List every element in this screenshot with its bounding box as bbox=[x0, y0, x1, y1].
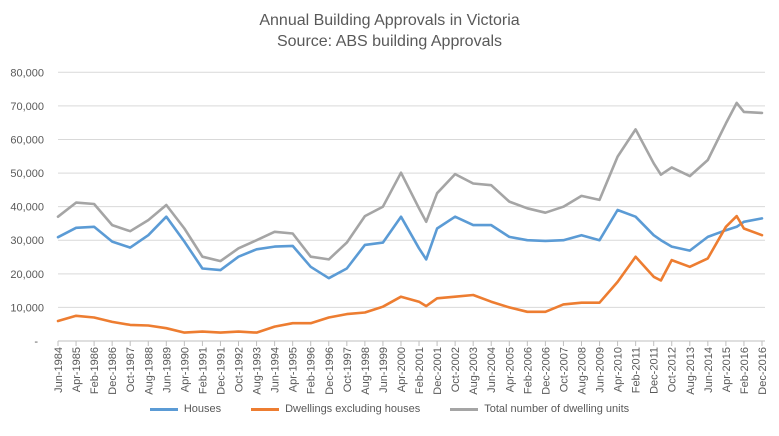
x-tick-label: Aug-1993 bbox=[252, 347, 264, 395]
x-tick-label: Oct-2012 bbox=[667, 347, 679, 392]
x-tick-label: Feb-2016 bbox=[739, 347, 751, 394]
legend-label: Dwellings excluding houses bbox=[285, 403, 421, 415]
x-tick-label: Feb-1996 bbox=[306, 347, 318, 394]
x-tick-label: Feb-2011 bbox=[631, 347, 643, 393]
y-tick-label: 60,000 bbox=[10, 134, 44, 146]
x-tick-label: Apr-2000 bbox=[396, 347, 408, 392]
x-tick-label: Apr-1995 bbox=[288, 347, 300, 392]
x-tick-label: Jun-1984 bbox=[53, 347, 65, 393]
x-tick-label: Apr-2015 bbox=[721, 347, 733, 392]
x-tick-label: Apr-1990 bbox=[179, 347, 191, 392]
x-tick-label: Oct-2007 bbox=[558, 347, 570, 392]
x-tick-label: Aug-1988 bbox=[143, 347, 155, 395]
x-tick-label: Jun-1989 bbox=[161, 347, 173, 393]
x-tick-label: Oct-1997 bbox=[342, 347, 354, 392]
x-tick-label: Jun-1994 bbox=[270, 347, 282, 393]
y-tick-label: 40,000 bbox=[10, 202, 44, 214]
legend-swatch bbox=[149, 407, 178, 411]
x-tick-label: Oct-2002 bbox=[450, 347, 462, 392]
x-tick-label: Feb-2006 bbox=[522, 347, 534, 394]
series-line-total-number-of-dwelling-units bbox=[56, 101, 764, 263]
x-tick-label: Aug-2003 bbox=[468, 347, 480, 395]
series-line-dwellings-excluding-houses bbox=[56, 214, 764, 334]
x-tick-label: Jun-2004 bbox=[486, 347, 498, 393]
x-tick-label: Feb-1991 bbox=[197, 347, 209, 394]
chart-title: Annual Building Approvals in Victoria bbox=[259, 12, 520, 29]
y-tick-label: 70,000 bbox=[10, 101, 44, 113]
legend-swatch bbox=[450, 407, 479, 411]
legend-item-total-dwelling-units: Total number of dwelling units bbox=[450, 403, 629, 415]
x-tick-label: Apr-2010 bbox=[613, 347, 625, 392]
y-tick-label: 20,000 bbox=[10, 269, 44, 281]
legend-swatch bbox=[251, 407, 280, 411]
y-tick-label: - bbox=[34, 336, 38, 348]
y-tick-label: 30,000 bbox=[10, 235, 44, 247]
y-tick-label: 50,000 bbox=[10, 168, 44, 180]
legend: Houses Dwellings excluding houses Total … bbox=[0, 403, 779, 415]
series-line-houses bbox=[56, 208, 764, 280]
x-tick-label: Dec-1996 bbox=[324, 347, 336, 395]
legend-label: Total number of dwelling units bbox=[484, 403, 630, 415]
x-tick-label: Aug-1998 bbox=[360, 347, 372, 395]
y-tick-label: 10,000 bbox=[10, 302, 44, 314]
x-tick-label: Jun-2014 bbox=[703, 347, 715, 393]
x-tick-label: Dec-1991 bbox=[215, 347, 227, 395]
x-tick-label: Feb-1986 bbox=[89, 347, 101, 394]
x-tick-label: Dec-2006 bbox=[540, 347, 552, 395]
x-tick-label: Dec-2011 bbox=[649, 347, 661, 394]
x-tick-label: Dec-2016 bbox=[757, 347, 769, 395]
x-tick-label: Oct-1992 bbox=[234, 347, 246, 392]
legend-item-dwellings-excluding-houses: Dwellings excluding houses bbox=[251, 403, 420, 415]
chart-subtitle: Source: ABS building Approvals bbox=[276, 33, 503, 50]
x-tick-label: Jun-1999 bbox=[378, 347, 390, 393]
x-tick-label: Apr-2005 bbox=[504, 347, 516, 392]
legend-label: Houses bbox=[183, 403, 222, 415]
y-tick-label: 80,000 bbox=[10, 67, 44, 79]
x-tick-label: Oct-1987 bbox=[125, 347, 137, 392]
x-tick-label: Apr-1985 bbox=[71, 347, 83, 392]
legend-item-houses: Houses bbox=[149, 403, 222, 415]
chart-title-block: Annual Building Approvals in Victoria So… bbox=[0, 10, 779, 52]
x-tick-label: Dec-1986 bbox=[107, 347, 119, 395]
x-tick-label: Aug-2013 bbox=[685, 347, 697, 395]
x-tick-label: Aug-2008 bbox=[576, 347, 588, 395]
x-tick-label: Feb-2001 bbox=[414, 347, 426, 394]
x-tick-label: Jun-2009 bbox=[595, 347, 607, 393]
x-tick-label: Dec-2001 bbox=[432, 347, 444, 395]
